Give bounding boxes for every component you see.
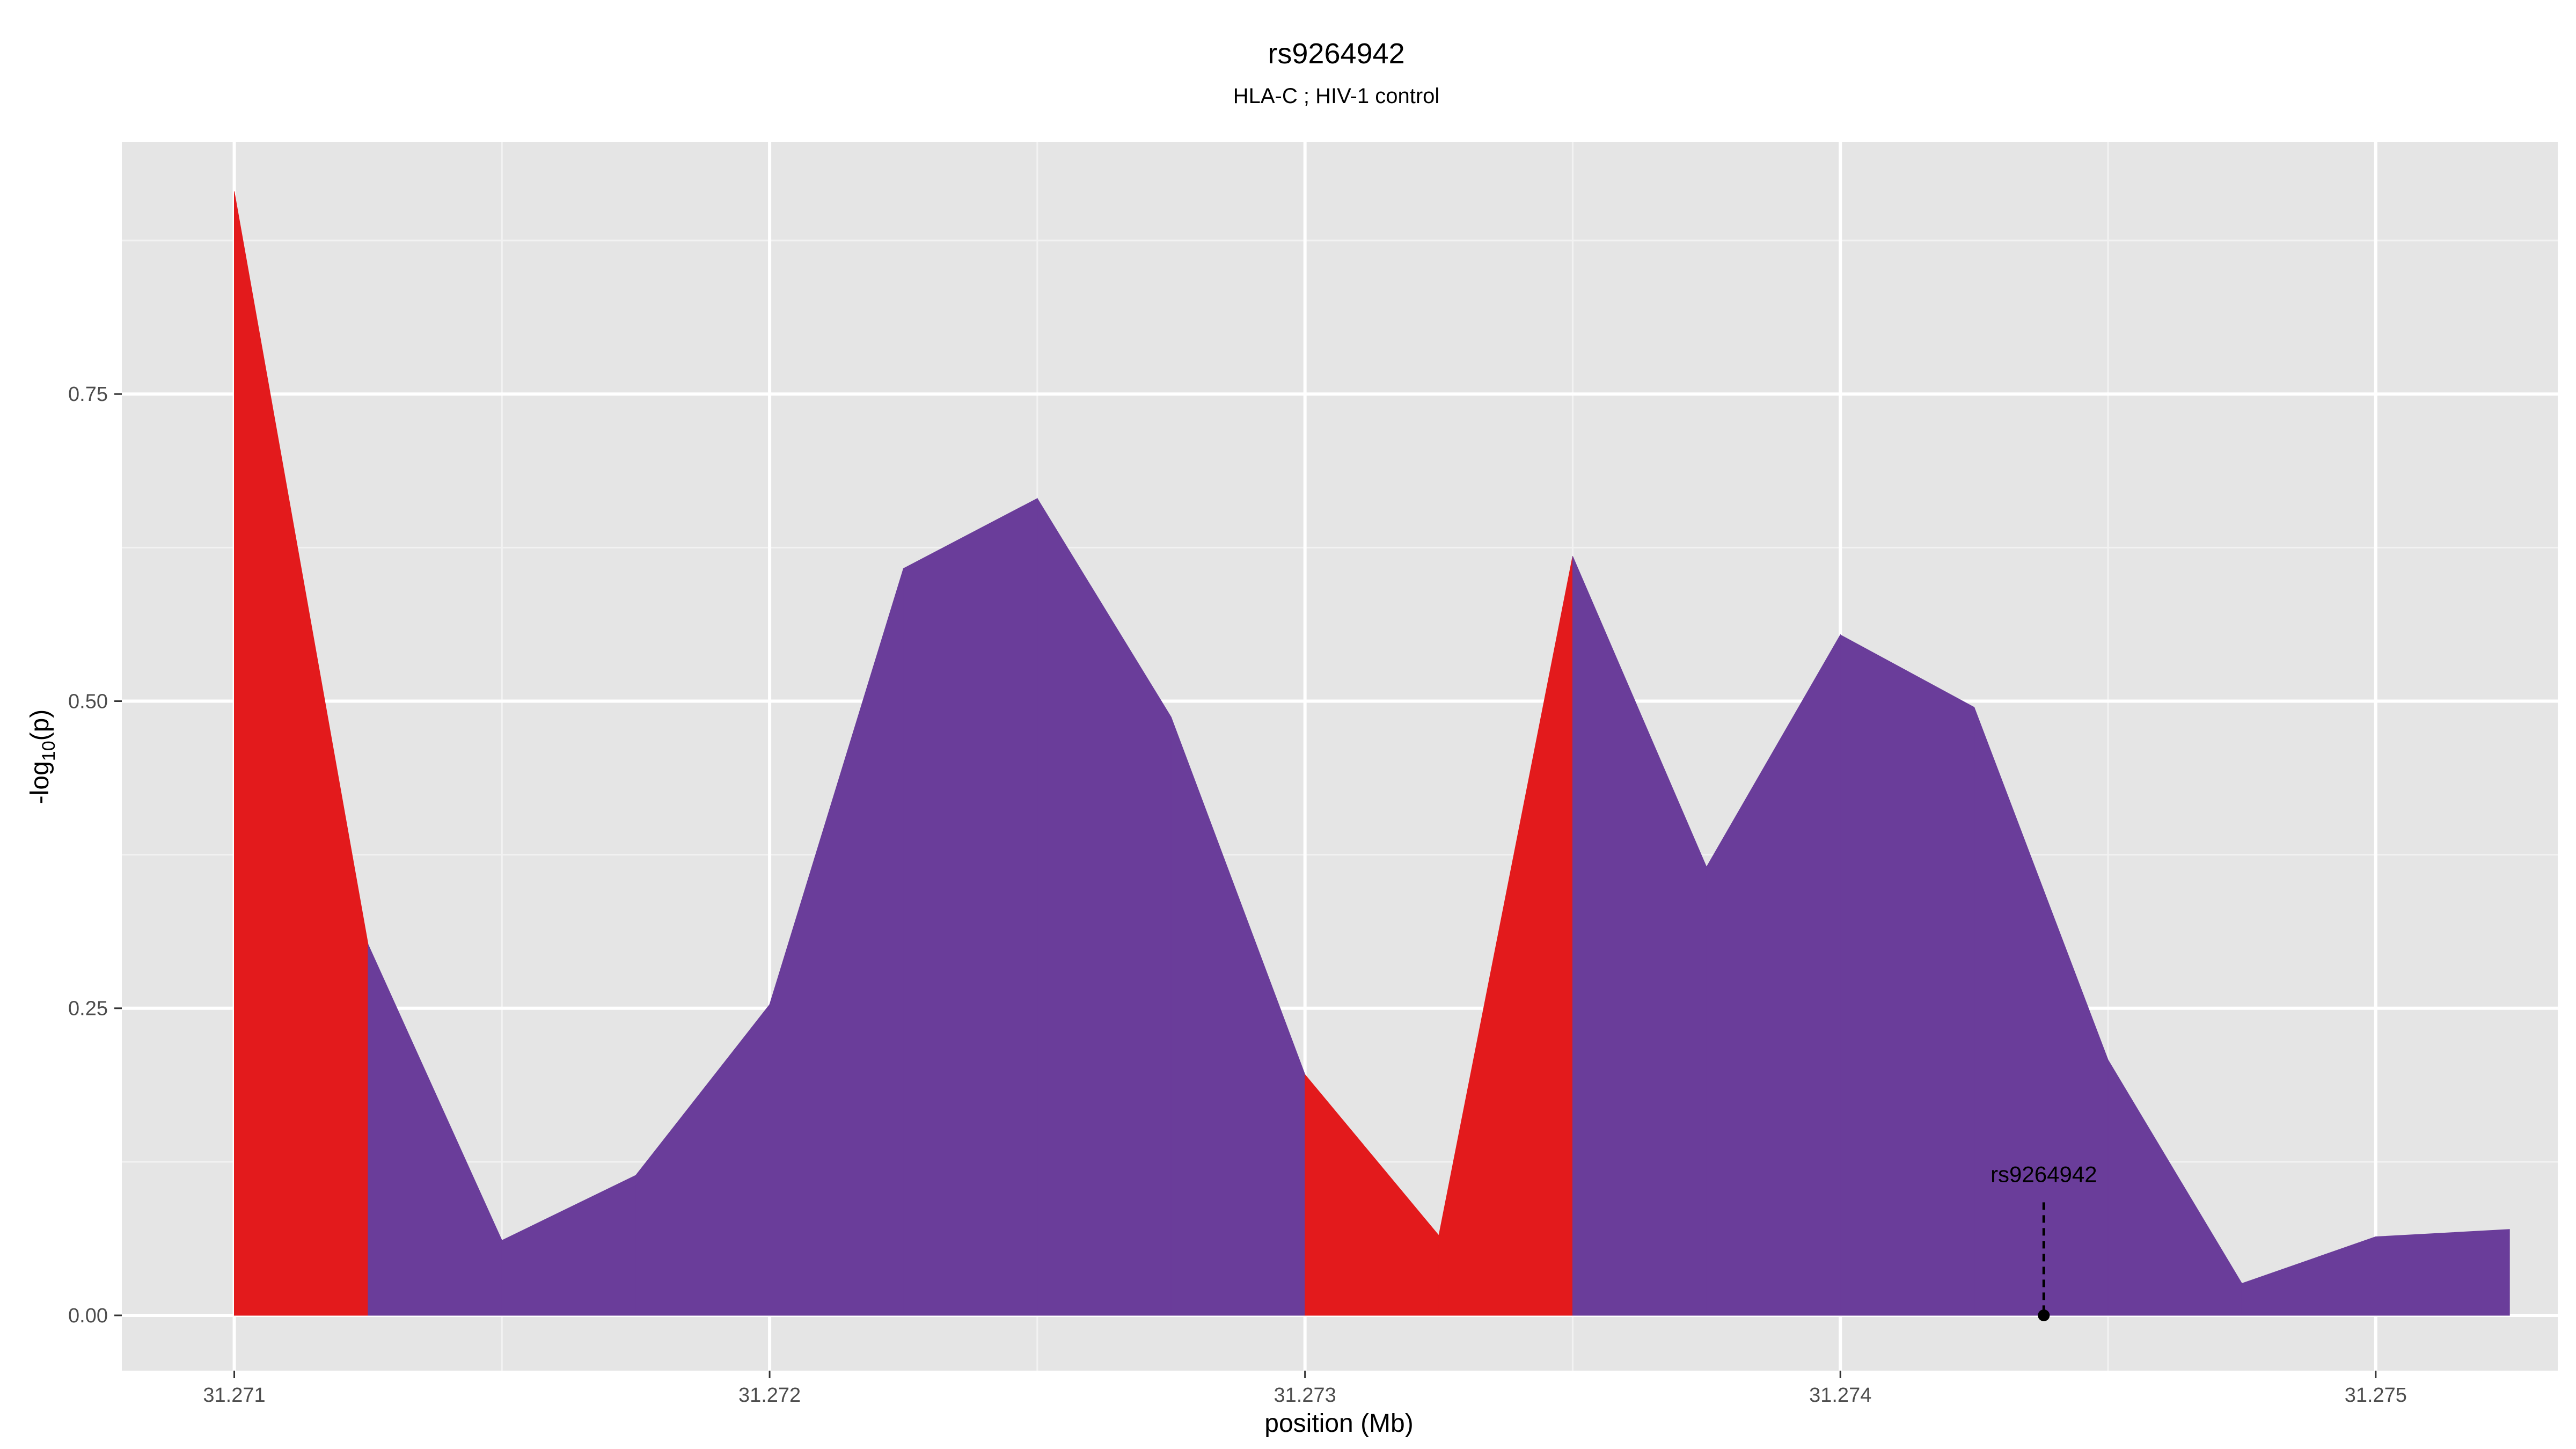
x-axis-ticks: 31.271 31.272 31.273 31.274 31.275 xyxy=(203,1371,2407,1407)
area-series xyxy=(233,191,2510,1316)
y-axis-label: -log10(p) xyxy=(26,709,59,804)
y-tick-label: 0.50 xyxy=(68,690,108,713)
y-axis-ticks: 0.00 0.25 0.50 0.75 xyxy=(68,383,122,1327)
y-axis-label-post: (p) xyxy=(26,709,54,741)
y-axis-label-pre: -log xyxy=(26,761,54,804)
annotation-point xyxy=(2038,1309,2050,1321)
area-segment xyxy=(2375,1229,2510,1316)
x-tick-label: 31.274 xyxy=(1809,1384,1871,1407)
y-tick-label: 0.75 xyxy=(68,383,108,406)
y-tick-label: 0.25 xyxy=(68,998,108,1020)
chart-title: rs9264942 xyxy=(1268,38,1404,70)
x-axis-label: position (Mb) xyxy=(1264,1409,1413,1438)
x-tick-label: 31.273 xyxy=(1274,1384,1336,1407)
annotation: rs9264942 xyxy=(1990,1161,2097,1321)
chart-subtitle: HLA-C ; HIV-1 control xyxy=(1233,84,1440,108)
x-tick-label: 31.272 xyxy=(738,1384,801,1407)
x-tick-label: 31.275 xyxy=(2345,1384,2407,1407)
y-tick-label: 0.00 xyxy=(68,1305,108,1327)
x-tick-label: 31.271 xyxy=(203,1384,265,1407)
annotation-label: rs9264942 xyxy=(1990,1161,2097,1187)
y-axis-label-sub: 10 xyxy=(39,741,59,761)
area-segment xyxy=(1840,634,1975,1316)
area-segment xyxy=(903,497,1038,1316)
